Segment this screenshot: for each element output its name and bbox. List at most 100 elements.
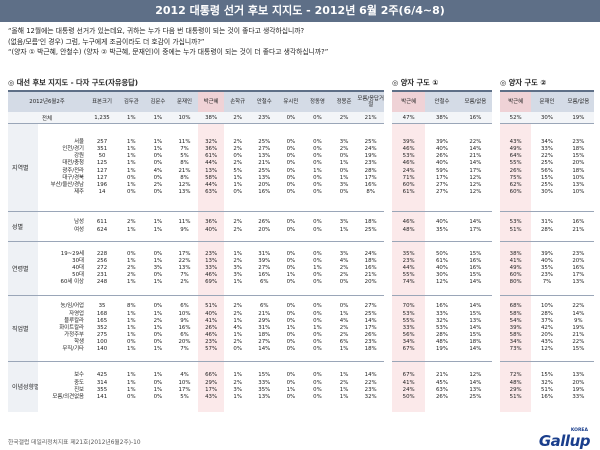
group-value-value: 0% (286, 332, 296, 339)
group-value-value: 2% (233, 138, 242, 145)
pair1-group-value-value: 15% (469, 332, 482, 339)
pair2-group-value-value: 28% (541, 226, 553, 233)
pair1-group-value-value: 25% (469, 393, 482, 400)
group-value-value: 1% (286, 272, 296, 279)
header-date: 2012년6월2주 (8, 90, 86, 112)
total-value: 21% (357, 112, 384, 124)
pair1-group-row: 70% 53% 55% 33% 56% 34% 67% 16% 33% 32% 53% 28% 48% 1… (392, 295, 492, 362)
pair1-group-value-value: 12% (469, 181, 482, 188)
pair1-group-value-value: 74% (402, 279, 415, 286)
group-labels-value: 서울 (74, 138, 84, 145)
pair2-group-value-value: 13% (572, 181, 585, 188)
group-value-value: 1% (127, 145, 136, 152)
group-value-value: 25% (258, 138, 271, 145)
group-base-value: 141 (96, 393, 108, 400)
pair2-group-row: 72% 48% 29% 51% 15% 32% 51% 16% 13% 20% 19% 33% (500, 361, 594, 412)
multi-group-row: 성별 남성 여성 611 624 2% 1% 1% 1% 11% 9% 36% 40% 2% 2% 26% 20… (8, 211, 384, 242)
group-value-value: 0% (286, 372, 296, 379)
group-value-value: 2% (233, 160, 242, 167)
group-value-value: 24% (364, 250, 377, 257)
group-labels-value: 학생 (74, 339, 84, 346)
logo-korea: KOREA (570, 428, 588, 433)
group-value-value: 1% (153, 219, 163, 226)
group-value-value: 63% (205, 189, 218, 196)
group-value: 2% 1% (118, 211, 145, 242)
group-value-value: 27% (258, 145, 271, 152)
header-candidate: 유시민 (277, 90, 305, 112)
pair1-group-value-value: 53% (436, 324, 448, 331)
pair1-group-value-value: 12% (469, 189, 482, 196)
group-base-value: 140 (96, 346, 108, 353)
group-labels-value: 50대 (72, 272, 84, 279)
group-value-value: 2% (233, 379, 242, 386)
group-value-value: 11% (178, 219, 191, 226)
group-value-value: 2% (153, 181, 163, 188)
group-value-value: 2% (339, 272, 349, 279)
pair2-group-value-value: 31% (541, 219, 553, 226)
header-candidate: 정동영 (304, 90, 331, 112)
group-value-value: 0% (153, 393, 163, 400)
group-value-value: 1% (339, 174, 349, 181)
group-value-value: 4% (233, 324, 242, 331)
group-value-value: 1% (127, 346, 136, 353)
group-value-value: 14% (364, 317, 377, 324)
group-base-value: 168 (96, 310, 108, 317)
pair2-group-value-value: 51% (509, 226, 522, 233)
group-labels-value: 40대 (72, 264, 84, 271)
group-value-value: 0% (313, 393, 322, 400)
group-labels-value: 제주 (74, 189, 84, 196)
pair1-group-value-value: 40% (436, 160, 448, 167)
group-labels: 농/임/어업 자영업 블루칼라 화이트칼라 가정주부 학생 무직/기타 (38, 295, 86, 362)
total-value: 1% (144, 112, 172, 124)
pair1-group-value-value: 60% (402, 181, 415, 188)
pair1-group-value-value: 14% (469, 160, 482, 167)
group-value-value: 0% (313, 160, 322, 167)
pair1-group-value: 39% 46% 53% 46% 24% 71% 60% 61% (392, 123, 426, 212)
group-value: 31% 39% 27% 16% 6% (250, 241, 278, 296)
pair2-group-value-value: 75% (509, 174, 522, 181)
pair1-group-row: 39% 46% 53% 46% 24% 71% 60% 61% 39% 40% 26% 40% 59% 1… (392, 123, 492, 212)
pair1-group-value: 46% 48% (392, 211, 426, 242)
group-value-value: 32% (364, 393, 377, 400)
group-value-value: 27% (258, 264, 271, 271)
group-value-value: 16% (258, 272, 271, 279)
group-value-value: 0% (286, 379, 296, 386)
pair2-group-value-value: 53% (509, 219, 522, 226)
header-candidate: 손학규 (224, 90, 251, 112)
group-value-value: 8% (180, 174, 189, 181)
pair2-group-value-value: 39% (541, 250, 553, 257)
pair1-total-value: 16% (458, 112, 492, 124)
group-value-value: 1% (127, 386, 136, 393)
group-value-value: 0% (153, 332, 163, 339)
group-value-value: 29% (258, 317, 271, 324)
pair2-group-value: 16% 21% (562, 211, 594, 242)
group-value-value: 25% (364, 310, 377, 317)
group-value-value: 20% (364, 279, 377, 286)
group-labels-value: 광주/전라 (62, 167, 84, 174)
group-value: 6% 21% 29% 31% 18% 27% 14% (250, 295, 278, 362)
group-value-value: 1% (233, 393, 242, 400)
group-labels-value: 19~29세 (60, 250, 84, 257)
pair1-group-value-value: 27% (436, 181, 448, 188)
group-value-value: 1% (339, 226, 349, 233)
total-base: 1,235 (86, 112, 118, 124)
group-base-value: 248 (96, 279, 108, 286)
group-value-value: 5% (180, 153, 189, 160)
group-value-value: 23% (205, 339, 218, 346)
group-value: 27% 25% 14% 17% 26% 23% 18% (357, 295, 384, 362)
group-value-value: 0% (313, 279, 322, 286)
pair1-group-value-value: 21% (436, 372, 448, 379)
pair2-group-value-value: 22% (572, 303, 585, 310)
group-value-value: 6% (180, 332, 189, 339)
group-value-value: 35% (258, 386, 271, 393)
group-value-value: 1% (127, 332, 136, 339)
group-value: 36% 40% (197, 211, 225, 242)
group-value: 8% 1% 1% 1% 1% 0% 1% (118, 295, 145, 362)
group-value: 4% 10% 17% 5% (171, 361, 198, 412)
group-value-value: 0% (286, 317, 296, 324)
group-value-value: 0% (313, 189, 322, 196)
group-base-value: 35 (98, 303, 106, 310)
pair1-group-value: 14% 15% 13% 14% 15% 18% 14% (458, 295, 492, 362)
group-value-value: 1% (313, 167, 322, 174)
group-labels-value: 대구/경북 (62, 174, 84, 181)
